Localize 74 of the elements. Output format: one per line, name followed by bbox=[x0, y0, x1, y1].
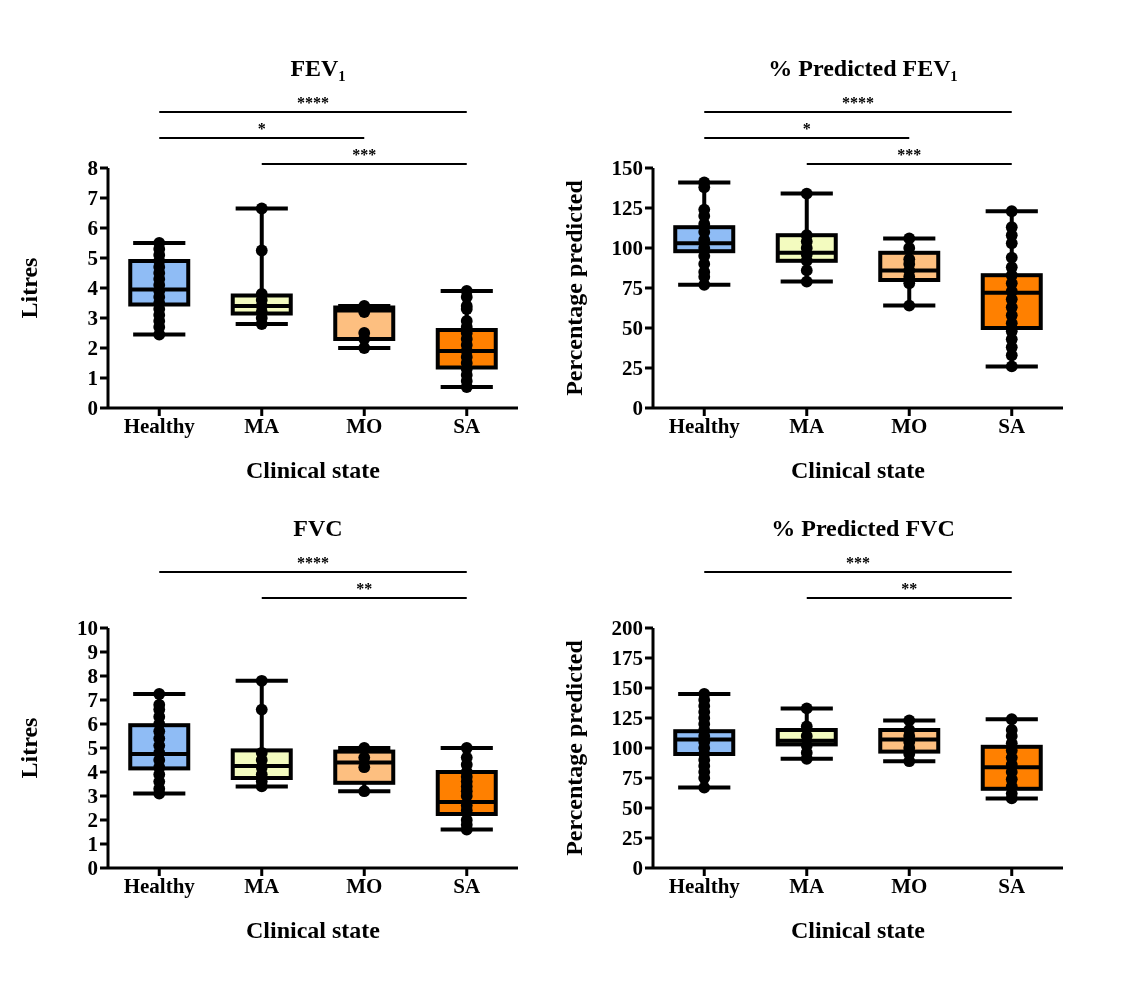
text: **** bbox=[297, 554, 329, 571]
y-tick-label: 10 bbox=[77, 616, 98, 641]
x-tick-label: SA bbox=[453, 873, 481, 898]
y-tick-label: 25 bbox=[622, 356, 643, 381]
x-tick-label: MA bbox=[244, 873, 281, 898]
x-tick-label: SA bbox=[998, 413, 1026, 438]
y-tick-label: 75 bbox=[622, 276, 643, 301]
y-tick-label: 175 bbox=[611, 646, 643, 671]
y-tick-label: 4 bbox=[87, 760, 99, 785]
y-tick-label: 25 bbox=[622, 826, 643, 851]
x-tick-label: Healthy bbox=[123, 413, 196, 438]
x-tick-label: MO bbox=[346, 873, 383, 898]
x-axis-title: Clinical state bbox=[791, 457, 926, 483]
y-tick-label: 125 bbox=[611, 196, 643, 221]
x-tick-label: SA bbox=[453, 413, 481, 438]
y-tick-label: 7 bbox=[87, 186, 98, 211]
text: * bbox=[257, 120, 266, 137]
x-tick-label: MO bbox=[891, 873, 928, 898]
y-tick-label: 50 bbox=[622, 796, 643, 821]
chart-title: % Predicted FVC bbox=[770, 514, 956, 543]
y-tick-label: 150 bbox=[611, 156, 643, 181]
x-axis-title: Clinical state bbox=[246, 457, 381, 483]
y-tick-label: 1 bbox=[87, 832, 98, 857]
y-tick-label: 150 bbox=[611, 676, 643, 701]
y-tick-label: 0 bbox=[87, 856, 98, 881]
x-tick-label: Healthy bbox=[123, 873, 196, 898]
y-axis-title: Litres bbox=[15, 257, 42, 319]
x-tick-label: SA bbox=[998, 873, 1026, 898]
y-tick-label: 7 bbox=[87, 688, 98, 713]
chart-title: % Predicted FEV₁ bbox=[767, 54, 959, 83]
y-tick-label: 0 bbox=[632, 396, 643, 421]
x-axis-title: Clinical state bbox=[246, 917, 381, 943]
y-tick-label: 3 bbox=[87, 784, 98, 809]
y-tick-label: 2 bbox=[87, 808, 98, 833]
text: *** bbox=[846, 554, 870, 571]
text: **** bbox=[297, 94, 329, 111]
y-axis-title: Percentage predicted bbox=[560, 639, 587, 856]
text: *** bbox=[897, 146, 922, 163]
text: ** bbox=[356, 580, 373, 597]
y-axis-title: Litres bbox=[15, 717, 42, 779]
y-tick-label: 9 bbox=[87, 640, 98, 665]
x-tick-label: Healthy bbox=[668, 873, 741, 898]
x-tick-label: MA bbox=[789, 873, 826, 898]
chart-title: FEV₁ bbox=[289, 54, 347, 83]
y-tick-label: 8 bbox=[87, 664, 98, 689]
x-tick-label: MA bbox=[789, 413, 826, 438]
text: * bbox=[802, 120, 811, 137]
y-tick-label: 0 bbox=[632, 856, 643, 881]
y-tick-label: 2 bbox=[87, 336, 98, 361]
x-tick-label: MO bbox=[346, 413, 383, 438]
y-tick-label: 75 bbox=[622, 766, 643, 791]
x-axis-title: Clinical state bbox=[791, 917, 926, 943]
text: *** bbox=[352, 146, 377, 163]
x-tick-label: MA bbox=[244, 413, 281, 438]
y-tick-label: 4 bbox=[87, 276, 99, 301]
y-tick-label: 1 bbox=[87, 366, 98, 391]
y-tick-label: 100 bbox=[611, 236, 643, 261]
text: **** bbox=[842, 94, 874, 111]
y-tick-label: 6 bbox=[87, 712, 98, 737]
y-tick-label: 8 bbox=[87, 156, 98, 181]
text: ** bbox=[901, 580, 918, 597]
y-tick-label: 0 bbox=[87, 396, 98, 421]
y-tick-label: 5 bbox=[87, 736, 98, 761]
y-tick-label: 125 bbox=[611, 706, 643, 731]
y-tick-label: 6 bbox=[87, 216, 98, 241]
y-tick-label: 3 bbox=[87, 306, 98, 331]
y-tick-label: 200 bbox=[611, 616, 643, 641]
x-tick-label: Healthy bbox=[668, 413, 741, 438]
x-tick-label: MO bbox=[891, 413, 928, 438]
y-tick-label: 5 bbox=[87, 246, 98, 271]
chart-title: FVC bbox=[292, 514, 344, 543]
y-tick-label: 50 bbox=[622, 316, 643, 341]
y-axis-title: Percentage predicted bbox=[560, 179, 587, 396]
y-tick-label: 100 bbox=[611, 736, 643, 761]
